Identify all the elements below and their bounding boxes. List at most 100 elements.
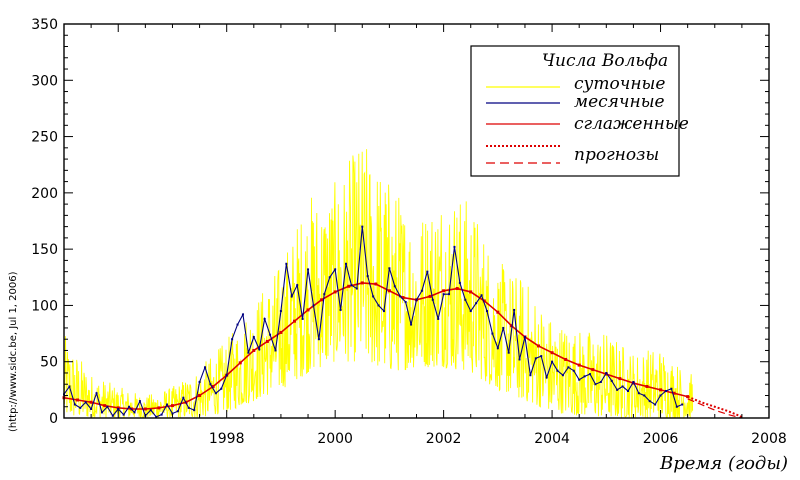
monthly-point (345, 262, 347, 265)
y-tick-label: 50 (40, 355, 58, 371)
monthly-point (572, 369, 575, 372)
monthly-point (339, 308, 342, 311)
monthly-point (464, 298, 467, 301)
monthly-point (263, 317, 266, 320)
smoothed-point (537, 344, 541, 348)
monthly-point (220, 387, 223, 390)
x-tick-label: 1996 (100, 431, 136, 447)
monthly-point (605, 371, 608, 374)
x-tick-label: 2008 (751, 431, 787, 447)
x-tick-label: 2000 (317, 431, 353, 447)
smoothed-point (387, 289, 391, 293)
legend-label-forecast: прогнозы (574, 145, 659, 165)
monthly-point (68, 385, 71, 388)
monthly-point (334, 268, 337, 271)
y-tick-label: 300 (31, 73, 58, 89)
monthly-point (138, 400, 141, 403)
monthly-point (209, 383, 212, 386)
monthly-point (247, 351, 250, 354)
smoothed-point (116, 406, 120, 410)
smoothed-point (198, 393, 202, 397)
monthly-point (599, 380, 602, 383)
monthly-point (155, 415, 158, 418)
x-tick-label: 2006 (643, 431, 679, 447)
monthly-point (442, 293, 445, 296)
y-tick-label: 0 (49, 411, 58, 427)
legend-box (470, 45, 680, 177)
monthly-point (252, 335, 255, 338)
monthly-point (317, 338, 320, 341)
x-tick-label: 1998 (209, 431, 245, 447)
daily-line (63, 149, 694, 419)
monthly-point (659, 394, 662, 397)
smoothed-point (89, 400, 93, 404)
smoothed-point (238, 361, 242, 365)
smoothed-point (374, 282, 378, 286)
monthly-point (540, 355, 543, 358)
monthly-point (79, 406, 82, 409)
legend: Числа Вольфа суточные месячные сглаженны… (470, 45, 689, 177)
monthly-point (166, 403, 169, 406)
smoothed-point (564, 357, 568, 361)
monthly-point (100, 411, 103, 414)
smoothed-point (455, 287, 459, 291)
monthly-point (133, 411, 136, 414)
monthly-point (437, 317, 440, 320)
legend-label-smoothed: сглаженные (574, 114, 689, 134)
smoothed-point (469, 290, 473, 294)
monthly-point (301, 317, 304, 320)
monthly-point (198, 380, 201, 383)
forecast-dotted-line (687, 395, 743, 418)
monthly-point (431, 298, 434, 301)
smoothed-point (509, 324, 513, 328)
monthly-point (90, 407, 93, 410)
smoothed-point (645, 384, 649, 388)
monthly-point (399, 295, 402, 298)
monthly-point (643, 394, 646, 397)
smoothed-point (347, 284, 351, 288)
x-tick-label: 2004 (534, 431, 570, 447)
monthly-point (193, 409, 196, 412)
monthly-point (670, 387, 673, 390)
smoothed-point (428, 294, 432, 298)
smoothed-point (306, 308, 310, 312)
smoothed-point (279, 330, 283, 334)
smoothed-point (360, 281, 364, 285)
monthly-point (106, 405, 109, 408)
y-tick-label: 150 (31, 242, 58, 258)
monthly-point (160, 413, 163, 416)
smoothed-point (143, 407, 147, 411)
monthly-point (214, 392, 217, 395)
smoothed-point (265, 339, 269, 343)
smoothed-point (659, 388, 663, 392)
monthly-point (307, 268, 310, 271)
monthly-point (382, 310, 385, 313)
smoothed-point (157, 406, 161, 410)
monthly-point (507, 351, 510, 354)
monthly-point (176, 410, 179, 413)
smoothed-point (482, 299, 486, 303)
monthly-point (274, 349, 277, 352)
smoothed-point (401, 296, 405, 300)
monthly-point (486, 310, 488, 313)
monthly-point (415, 298, 418, 301)
monthly-point (95, 392, 98, 395)
smoothed-point (591, 368, 595, 372)
smoothed-point (550, 351, 554, 355)
monthly-point (225, 374, 228, 377)
monthly-point (372, 295, 375, 298)
x-tick-label: 2002 (426, 431, 462, 447)
smoothed-point (672, 391, 676, 395)
monthly-point (355, 287, 358, 290)
smoothed-point (496, 310, 500, 314)
monthly-point (290, 295, 293, 298)
forecast-series (687, 395, 743, 419)
monthly-point (182, 396, 185, 399)
monthly-point (469, 310, 472, 313)
daily-series (63, 149, 694, 419)
monthly-point (664, 389, 667, 392)
smoothed-point (211, 384, 215, 388)
y-tick-label: 250 (31, 130, 58, 146)
monthly-point (458, 281, 461, 284)
